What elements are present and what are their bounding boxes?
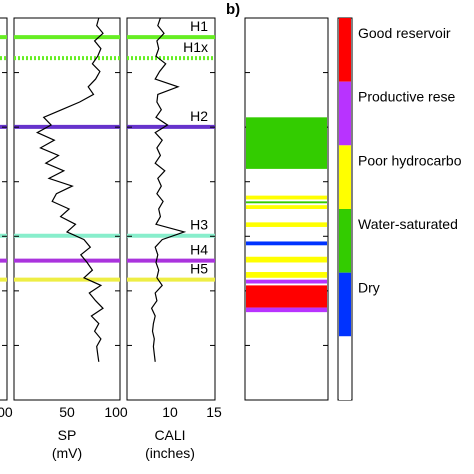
- facies-interval: [246, 256, 327, 263]
- facies-intervals: [246, 117, 327, 313]
- facies-interval: [246, 307, 327, 313]
- legend-swatch: [339, 145, 351, 209]
- facies-interval: [246, 195, 327, 200]
- panel-label: b): [226, 1, 240, 18]
- legend-label: Poor hydrocarbo: [358, 152, 462, 168]
- horizon-label-h4: H4: [190, 242, 208, 258]
- depth-ticks: [2, 17, 328, 401]
- log-curves: [35, 17, 187, 362]
- horizon-label-h1: H1: [190, 18, 208, 34]
- legend-swatch: [339, 18, 351, 82]
- facies-interval: [246, 285, 327, 308]
- facies-legend: Good reservoir Productive rese Poor hydroc…: [339, 18, 462, 400]
- cali-axis-unit: (inches): [145, 445, 195, 461]
- cali-tick-label-15: 15: [206, 404, 222, 420]
- facies-interval: [246, 201, 327, 204]
- facies-interval: [246, 117, 327, 169]
- legend-label: Good reservoir: [358, 25, 451, 41]
- legend-label: Productive rese: [358, 89, 455, 105]
- legend-label: Water-saturated: [358, 216, 458, 232]
- cali-curve: [150, 17, 187, 362]
- legend-swatch: [339, 336, 351, 400]
- cali-tick-label-10: 10: [162, 404, 178, 420]
- sp-tick-label-50: 50: [59, 404, 75, 420]
- facies-column-frame: [244, 17, 329, 401]
- facies-interval: [246, 205, 327, 209]
- horizon-lines: H1 H1x H2 H3 H4 H5: [0, 18, 215, 282]
- cali-axis-label: CALI: [154, 427, 185, 443]
- sp-tick-label-100: 100: [104, 404, 128, 420]
- sp-curve: [35, 17, 104, 362]
- cali-track-frame: [126, 17, 216, 401]
- legend-swatch: [339, 272, 351, 337]
- facies-interval: [246, 222, 327, 227]
- track-1-tick-label: 200: [0, 404, 13, 420]
- legend-swatch: [339, 81, 351, 146]
- track-1-frame: [0, 17, 8, 401]
- horizon-label-h2: H2: [190, 108, 208, 124]
- legend-label: Dry: [358, 280, 380, 296]
- horizon-label-h1x: H1x: [183, 39, 208, 55]
- horizon-label-h3: H3: [190, 217, 208, 233]
- horizon-label-h5: H5: [190, 261, 208, 277]
- sp-axis-label: SP: [58, 427, 77, 443]
- sp-axis-unit: (mV): [52, 445, 82, 461]
- facies-interval: [246, 279, 327, 284]
- legend-swatch: [339, 209, 351, 273]
- sp-track-frame: [13, 17, 121, 401]
- facies-interval: [246, 241, 327, 246]
- facies-interval: [246, 272, 327, 278]
